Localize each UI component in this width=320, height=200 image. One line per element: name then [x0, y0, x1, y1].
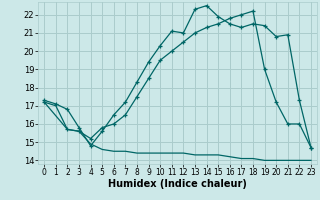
X-axis label: Humidex (Indice chaleur): Humidex (Indice chaleur): [108, 179, 247, 189]
